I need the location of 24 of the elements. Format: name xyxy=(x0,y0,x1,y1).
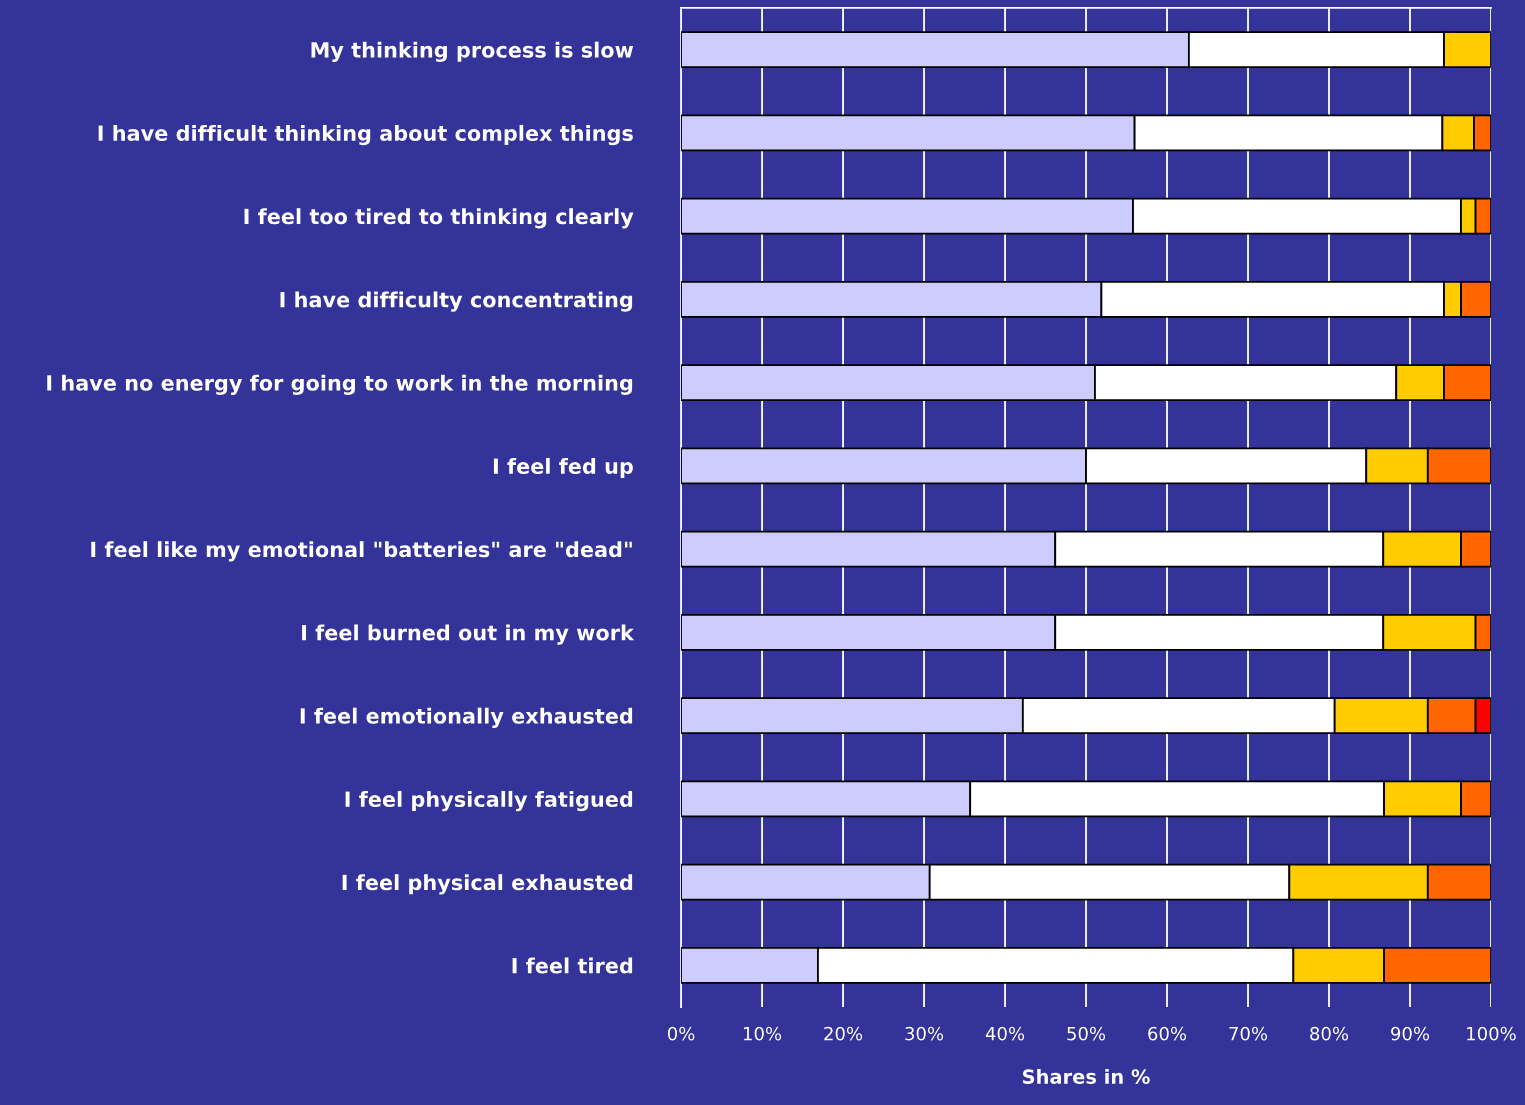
y-tick-label: My thinking process is slow xyxy=(311,41,634,62)
x-tick-label: 30% xyxy=(905,1026,944,1041)
y-tick-label: I have no energy for going to work in the morning xyxy=(47,374,633,395)
x-tick-label: 0% xyxy=(667,1026,695,1041)
x-tick-label: 90% xyxy=(1391,1026,1430,1041)
x-tick-label: 80% xyxy=(1310,1026,1349,1041)
x-tick-label: 60% xyxy=(1148,1026,1187,1041)
x-tick-label: 50% xyxy=(1067,1026,1106,1041)
y-tick-label: I feel physically fatigued xyxy=(345,790,633,812)
y-tick-label: I feel like my emotional "batteries" are "dead" xyxy=(91,541,632,562)
y-tick-label: I feel fed up xyxy=(493,457,633,479)
y-tick-label: I feel physical exhausted xyxy=(342,874,633,895)
y-tick-label: I have difficulty concentrating xyxy=(280,291,633,312)
y-tick-label: I have difficult thinking about complex things xyxy=(98,124,633,146)
x-tick-label: 10% xyxy=(743,1026,782,1041)
y-tick-label: I feel emotionally exhausted xyxy=(300,707,633,729)
y-tick-label: I feel burned out in my work xyxy=(302,624,635,645)
x-axis-title: Shares in % xyxy=(1023,1068,1150,1084)
x-tick-label: 20% xyxy=(824,1026,863,1041)
x-tick-label: 70% xyxy=(1229,1026,1268,1041)
y-tick-label: I feel tired xyxy=(512,957,633,974)
x-tick-label: 100% xyxy=(1467,1026,1516,1041)
y-tick-label: I feel too tired to thinking clearly xyxy=(244,208,634,229)
x-tick-label: 40% xyxy=(985,1026,1025,1041)
